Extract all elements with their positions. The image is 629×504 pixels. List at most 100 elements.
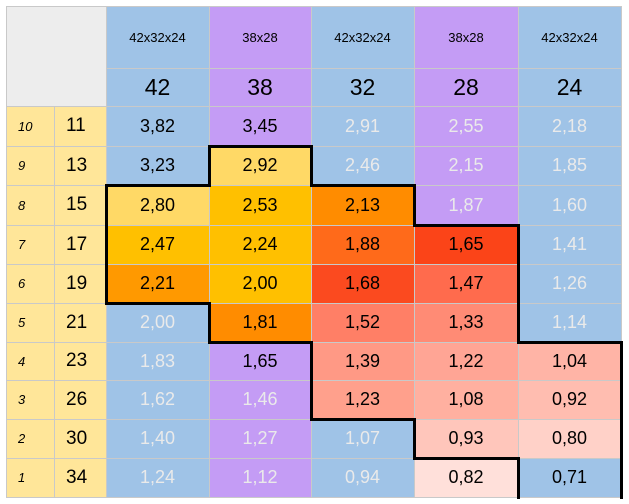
value-cell[interactable]: 2,13 — [311, 185, 414, 225]
value-cell[interactable]: 2,24 — [209, 225, 311, 264]
value-cell[interactable]: 1,65 — [414, 225, 518, 264]
column-size-header[interactable]: 28 — [414, 68, 518, 106]
row-size-cell[interactable]: 11 — [54, 106, 106, 146]
value-cell[interactable]: 2,92 — [209, 146, 311, 185]
row-index-cell[interactable]: 8 — [6, 185, 54, 225]
value-cell[interactable]: 2,15 — [414, 146, 518, 185]
column-size-header[interactable]: 24 — [518, 68, 621, 106]
value-cell[interactable]: 0,71 — [518, 458, 621, 497]
row-size-label: 23 — [66, 350, 88, 371]
value-cell[interactable]: 1,07 — [311, 419, 414, 458]
row-size-cell[interactable]: 26 — [54, 380, 106, 419]
value-cell[interactable]: 1,41 — [518, 225, 621, 264]
horizontal-gridline — [6, 225, 621, 226]
row-size-cell[interactable]: 23 — [54, 342, 106, 380]
row-index-cell[interactable]: 7 — [6, 225, 54, 264]
column-group-header[interactable]: 38x28 — [414, 6, 518, 68]
row-index-cell[interactable]: 6 — [6, 264, 54, 303]
value-cell[interactable]: 1,04 — [518, 342, 621, 380]
value-label: 3,82 — [139, 115, 176, 136]
row-size-cell[interactable]: 21 — [54, 303, 106, 342]
value-cell[interactable]: 2,00 — [209, 264, 311, 303]
value-cell[interactable]: 3,45 — [209, 106, 311, 146]
horizontal-gridline — [6, 342, 621, 343]
row-size-cell[interactable]: 19 — [54, 264, 106, 303]
value-cell[interactable]: 1,24 — [106, 458, 209, 497]
value-cell[interactable]: 1,47 — [414, 264, 518, 303]
value-cell[interactable]: 1,08 — [414, 380, 518, 419]
value-cell[interactable]: 1,40 — [106, 419, 209, 458]
column-group-header[interactable]: 42x32x24 — [518, 6, 621, 68]
value-cell[interactable]: 1,83 — [106, 342, 209, 380]
value-label: 1,65 — [242, 350, 278, 371]
row-index-cell[interactable]: 4 — [6, 342, 54, 380]
value-label: 1,12 — [242, 467, 278, 487]
value-cell[interactable]: 0,94 — [311, 458, 414, 497]
value-cell[interactable]: 1,52 — [311, 303, 414, 342]
value-cell[interactable]: 2,53 — [209, 185, 311, 225]
value-cell[interactable]: 2,00 — [106, 303, 209, 342]
column-group-label: 42x32x24 — [541, 29, 598, 45]
value-cell[interactable]: 0,93 — [414, 419, 518, 458]
value-cell[interactable]: 1,39 — [311, 342, 414, 380]
value-cell[interactable]: 1,62 — [106, 380, 209, 419]
row-size-cell[interactable]: 17 — [54, 225, 106, 264]
row-size-cell[interactable]: 30 — [54, 419, 106, 458]
value-cell[interactable]: 1,27 — [209, 419, 311, 458]
value-cell[interactable]: 1,33 — [414, 303, 518, 342]
value-cell[interactable]: 0,80 — [518, 419, 621, 458]
value-label: 1,65 — [448, 234, 484, 254]
column-size-header[interactable]: 42 — [106, 68, 209, 106]
value-cell[interactable]: 1,65 — [209, 342, 311, 380]
value-cell[interactable]: 1,46 — [209, 380, 311, 419]
value-cell[interactable]: 2,18 — [518, 106, 621, 146]
row-index-cell[interactable]: 3 — [6, 380, 54, 419]
region-border — [208, 145, 211, 187]
column-group-header[interactable]: 42x32x24 — [311, 6, 414, 68]
value-cell[interactable]: 1,22 — [414, 342, 518, 380]
row-index-cell[interactable]: 2 — [6, 419, 54, 458]
value-cell[interactable]: 1,12 — [209, 458, 311, 497]
value-label: 0,82 — [448, 467, 484, 487]
vertical-gridline — [311, 6, 312, 497]
value-label: 1,40 — [139, 428, 176, 448]
row-index-cell[interactable]: 1 — [6, 458, 54, 497]
row-index-cell[interactable]: 9 — [6, 146, 54, 185]
value-cell[interactable]: 1,14 — [518, 303, 621, 342]
value-cell[interactable]: 3,82 — [106, 106, 209, 146]
value-cell[interactable]: 0,82 — [414, 458, 518, 497]
column-size-header[interactable]: 38 — [209, 68, 311, 106]
value-label: 1,33 — [448, 312, 484, 332]
row-size-cell[interactable]: 15 — [54, 185, 106, 225]
row-index-cell[interactable]: 10 — [6, 106, 54, 146]
value-label: 1,24 — [139, 467, 176, 487]
column-size-header[interactable]: 32 — [311, 68, 414, 106]
column-group-header[interactable]: 42x32x24 — [106, 6, 209, 68]
column-group-header[interactable]: 38x28 — [209, 6, 311, 68]
value-cell[interactable]: 1,23 — [311, 380, 414, 419]
row-index-cell[interactable]: 5 — [6, 303, 54, 342]
row-size-cell[interactable]: 34 — [54, 458, 106, 497]
value-cell[interactable]: 3,23 — [106, 146, 209, 185]
value-cell[interactable]: 2,47 — [106, 225, 209, 264]
value-cell[interactable]: 1,87 — [414, 185, 518, 225]
value-cell[interactable]: 2,80 — [106, 185, 209, 225]
value-cell[interactable]: 1,88 — [311, 225, 414, 264]
region-border — [310, 145, 313, 187]
value-cell[interactable]: 1,85 — [518, 146, 621, 185]
value-cell[interactable]: 1,68 — [311, 264, 414, 303]
row-size-cell[interactable]: 13 — [54, 146, 106, 185]
value-cell[interactable]: 1,60 — [518, 185, 621, 225]
value-cell[interactable]: 2,21 — [106, 264, 209, 303]
region-border — [208, 341, 313, 344]
value-cell[interactable]: 1,81 — [209, 303, 311, 342]
value-label: 1,26 — [551, 273, 588, 293]
value-cell[interactable]: 2,55 — [414, 106, 518, 146]
value-cell[interactable]: 2,91 — [311, 106, 414, 146]
vertical-gridline — [621, 6, 622, 497]
value-label: 1,68 — [344, 273, 381, 293]
value-cell[interactable]: 0,92 — [518, 380, 621, 419]
value-cell[interactable]: 2,46 — [311, 146, 414, 185]
value-cell[interactable]: 1,26 — [518, 264, 621, 303]
corner-cell[interactable] — [6, 6, 106, 106]
